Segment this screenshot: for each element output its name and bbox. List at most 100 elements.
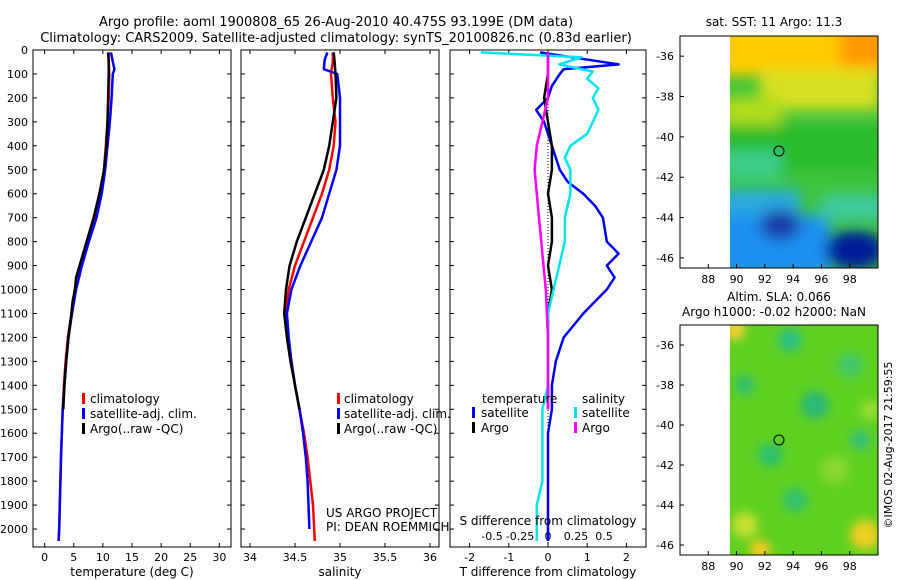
map-y-tick-label: -40 xyxy=(656,419,674,432)
argo-profile-marker xyxy=(773,434,785,446)
series-line-argo-raw-qc xyxy=(62,52,110,410)
difference-salinity-ticks: -0.5 -0.25 0 0.25 0.5 xyxy=(481,530,612,543)
map-x-tick-label: 94 xyxy=(786,273,800,286)
map-x-tick-label: 88 xyxy=(701,560,715,573)
temperature-axes-frame xyxy=(32,49,232,548)
x-tick-label: -2 xyxy=(464,551,475,564)
x-tick-label: 35.5 xyxy=(373,551,398,564)
pi-annotation: PI: DEAN ROEMMICH xyxy=(326,520,449,534)
sst-map-ticks: 88 90 92 94 96 98 -36 -38 -40 -42 -44 -46 xyxy=(656,50,857,286)
temperature-depth-ticks: 0 100 200 300 400 500 600 700 800 900 1000 1100 1200… xyxy=(0,44,646,536)
salinity-series xyxy=(282,51,342,542)
x-tick-label: 1 xyxy=(584,551,591,564)
argo-profile-marker xyxy=(773,145,785,157)
legend-swatch-t-satellite xyxy=(472,407,475,418)
salinity-x-ticks: 34 34.5 35 35.5 36 xyxy=(243,50,437,564)
map-y-tick-label: -38 xyxy=(656,379,674,392)
depth-tick-label: 1100 xyxy=(0,307,28,320)
legend-swatch-argo xyxy=(82,423,85,434)
legend-swatch-satellite xyxy=(337,408,340,419)
depth-tick-label: 1500 xyxy=(0,403,28,416)
salinity-xlabel: salinity xyxy=(318,565,361,579)
x-tick-label: 10 xyxy=(96,551,110,564)
legend-swatch-argo xyxy=(337,423,340,434)
depth-tick-label: 700 xyxy=(7,212,28,225)
series-line-climatology xyxy=(57,52,111,542)
header-line1: Argo profile: aoml 1900808_65 26-Aug-201… xyxy=(99,15,573,30)
sst-map-panel: sat. SST: 11 Argo: 11.3 88 90 92 94 96 98 -36 -… xyxy=(656,15,879,286)
x-tick-label: 34 xyxy=(243,551,257,564)
depth-tick-label: 2000 xyxy=(0,523,28,536)
legend-label-climatology: climatology xyxy=(90,392,160,406)
difference-panel: -2 -1 0 1 2 -0.5 -0.25 0 0.25 0.5 S difference f… xyxy=(449,49,647,579)
legend-label-climatology: climatology xyxy=(344,392,414,406)
map-y-tick-label: -38 xyxy=(656,91,674,104)
depth-tick-label: 1300 xyxy=(0,355,28,368)
legend-swatch-climatology xyxy=(337,393,340,404)
legend-swatch-climatology xyxy=(82,393,85,404)
legend-label-s-argo: Argo xyxy=(582,421,610,435)
difference-legend: temperature salinity satellite Argo sate… xyxy=(472,392,630,435)
legend-label-t-satellite: satellite xyxy=(481,406,529,420)
legend-label-satellite: satellite-adj. clim. xyxy=(90,407,197,421)
salinity-panel: 34 34.5 35 35.5 36 salinity climatology sate… xyxy=(240,49,451,579)
difference-x-ticks: -2 -1 0 1 2 xyxy=(464,50,630,564)
s-tick-label: 0.25 xyxy=(564,530,589,543)
x-tick-label: 35 xyxy=(333,551,347,564)
depth-tick-label: 1700 xyxy=(0,451,28,464)
map-x-tick-label: 94 xyxy=(786,560,800,573)
map-y-tick-label: -36 xyxy=(656,50,674,63)
sst-map-frame xyxy=(679,35,879,269)
x-tick-label: 2 xyxy=(623,551,630,564)
depth-tick-label: 1900 xyxy=(0,499,28,512)
x-tick-label: 0 xyxy=(545,551,552,564)
series-line-satellite-adj-clim xyxy=(285,51,342,530)
depth-tick-label: 600 xyxy=(7,188,28,201)
legend-title-salinity: salinity xyxy=(582,392,625,406)
temperature-series xyxy=(57,52,116,542)
depth-tick-label: 0 xyxy=(21,44,28,57)
depth-tick-label: 1200 xyxy=(0,331,28,344)
depth-tick-label: 800 xyxy=(7,236,28,249)
map-y-tick-label: -46 xyxy=(656,539,674,552)
legend-label-satellite: satellite-adj. clim. xyxy=(344,407,451,421)
difference-xlabel-top: S difference from climatology xyxy=(460,514,637,528)
depth-tick-label: 1000 xyxy=(0,284,28,297)
series-line-argo-raw-qc xyxy=(282,52,338,410)
temperature-xlabel: temperature (deg C) xyxy=(70,565,193,579)
legend-swatch-t-argo xyxy=(472,422,475,433)
header-line2: Climatology: CARS2009. Satellite-adjuste… xyxy=(40,31,632,46)
map-y-tick-label: -44 xyxy=(656,212,674,225)
depth-tick-label: 300 xyxy=(7,116,28,129)
series-line-argo xyxy=(533,52,550,410)
series-line-satellite xyxy=(480,51,600,541)
legend-label-argo: Argo(..raw -QC) xyxy=(90,422,183,436)
depth-tick-label: 1400 xyxy=(0,379,28,392)
depth-tick-label: 100 xyxy=(7,68,28,81)
map-x-tick-label: 96 xyxy=(814,273,828,286)
x-tick-label: 25 xyxy=(183,551,197,564)
map-x-tick-label: 88 xyxy=(701,273,715,286)
depth-tick-label: 400 xyxy=(7,140,28,153)
legend-label-t-argo: Argo xyxy=(481,421,509,435)
map-x-tick-label: 92 xyxy=(758,560,772,573)
temperature-legend: climatology satellite-adj. clim. Argo(..… xyxy=(82,392,197,436)
legend-title-temperature: temperature xyxy=(482,392,557,406)
x-tick-label: 15 xyxy=(125,551,139,564)
legend-swatch-satellite xyxy=(82,408,85,419)
legend-swatch-s-satellite xyxy=(574,407,577,418)
x-tick-label: 20 xyxy=(154,551,168,564)
series-line-satellite xyxy=(534,51,620,541)
map-x-tick-label: 92 xyxy=(758,273,772,286)
map-y-tick-label: -40 xyxy=(656,131,674,144)
sla-map-frame xyxy=(679,324,879,556)
series-line-climatology xyxy=(284,52,337,542)
temperature-x-ticks: 0 5 10 15 20 25 30 xyxy=(41,50,226,564)
x-tick-label: 30 xyxy=(212,551,226,564)
difference-xlabel: T difference from climatology xyxy=(459,565,637,579)
map-y-tick-label: -42 xyxy=(656,171,674,184)
x-tick-label: 5 xyxy=(70,551,77,564)
map-x-tick-label: 98 xyxy=(843,273,857,286)
salinity-legend: climatology satellite-adj. clim. Argo(..… xyxy=(337,392,451,436)
